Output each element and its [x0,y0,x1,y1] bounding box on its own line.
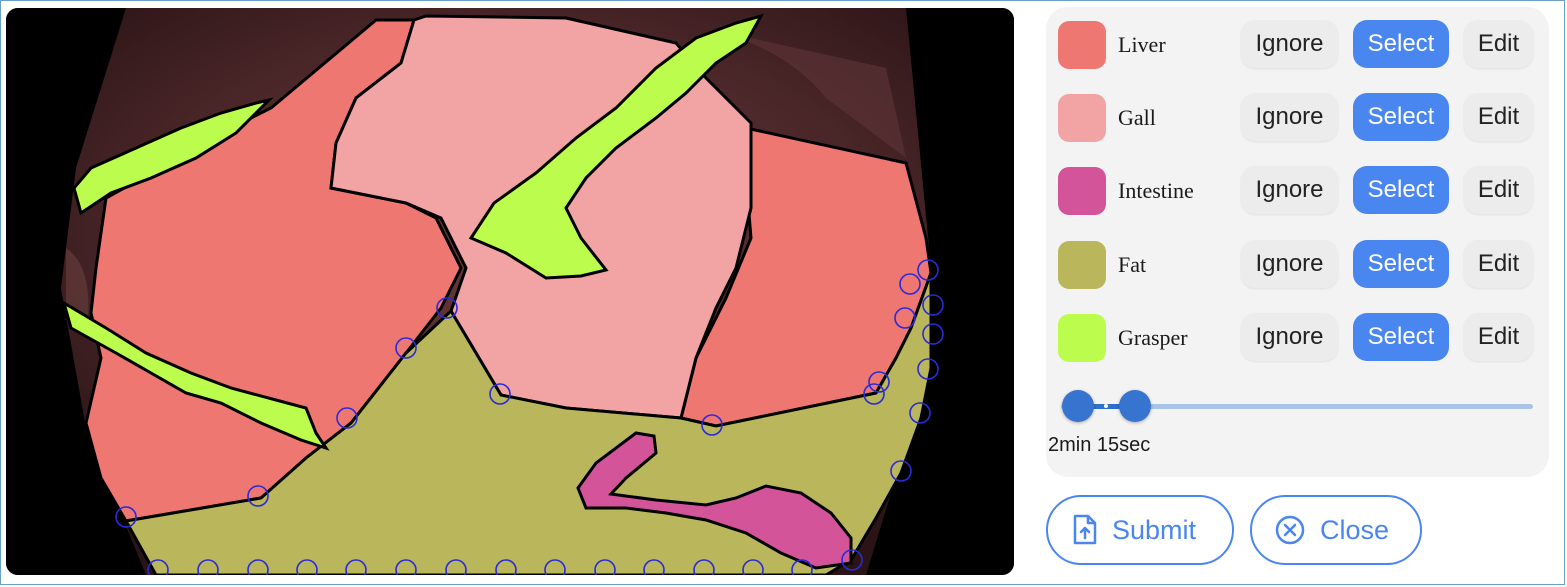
slider-midpoint-dot [1104,404,1109,408]
label-row-intestine: Intestine Ignore Select Edit [1046,166,1549,216]
grasper-region-left-top[interactable] [72,97,274,216]
grasper-color-swatch [1058,314,1106,362]
upload-file-icon [1073,514,1097,545]
fat-label: Fat [1118,252,1147,277]
slider-end-handle[interactable] [1119,390,1152,422]
liver-label: Liver [1118,32,1166,57]
label-row-fat: Fat Ignore Select Edit [1046,240,1549,290]
fat-edit-button[interactable]: Edit [1464,240,1533,288]
label-row-grasper: Grasper Ignore Select Edit [1046,313,1549,363]
liver-select-button[interactable]: Select [1353,20,1449,68]
gall-ignore-button[interactable]: Ignore [1241,93,1338,141]
intestine-edit-button[interactable]: Edit [1464,166,1533,214]
intestine-ignore-button[interactable]: Ignore [1241,166,1338,214]
close-label: Close [1320,514,1390,545]
liver-color-swatch [1058,21,1106,69]
slider-start-handle[interactable] [1061,390,1094,422]
label-row-gall: Gall Ignore Select Edit [1046,93,1549,143]
intestine-select-button[interactable]: Select [1353,166,1449,214]
liver-ignore-button[interactable]: Ignore [1241,20,1338,68]
submit-button[interactable]: Submit [1046,495,1234,565]
gall-label: Gall [1118,105,1156,130]
gall-color-swatch [1058,94,1106,142]
fat-ignore-button[interactable]: Ignore [1241,240,1338,288]
grasper-edit-button[interactable]: Edit [1464,313,1533,361]
intestine-region[interactable] [576,431,853,570]
liver-edit-button[interactable]: Edit [1464,20,1533,68]
grasper-ignore-button[interactable]: Ignore [1241,313,1338,361]
close-button[interactable]: Close [1250,495,1422,565]
gall-edit-button[interactable]: Edit [1464,93,1533,141]
time-range-slider[interactable] [1061,389,1533,423]
grasper-select-button[interactable]: Select [1353,313,1449,361]
label-panel: Liver Ignore Select Edit Gall Ignore Sel… [1046,7,1549,477]
segmentation-canvas[interactable] [6,8,1014,575]
submit-label: Submit [1112,514,1197,545]
intestine-label: Intestine [1118,178,1194,203]
fat-select-button[interactable]: Select [1353,240,1449,288]
grasper-region-top[interactable] [468,13,765,280]
grasper-label: Grasper [1118,325,1188,350]
slider-track[interactable] [1061,404,1533,409]
close-circle-icon [1275,515,1305,545]
fat-color-swatch [1058,241,1106,289]
segmentation-image[interactable] [6,8,1014,575]
time-label: 2min 15sec [1048,434,1151,456]
label-row-liver: Liver Ignore Select Edit [1046,20,1549,70]
grasper-region-left-bottom[interactable] [61,299,330,451]
gall-select-button[interactable]: Select [1353,93,1449,141]
vertex-handles[interactable] [115,259,944,575]
liver-region-left[interactable] [84,18,463,523]
intestine-color-swatch [1058,167,1106,215]
